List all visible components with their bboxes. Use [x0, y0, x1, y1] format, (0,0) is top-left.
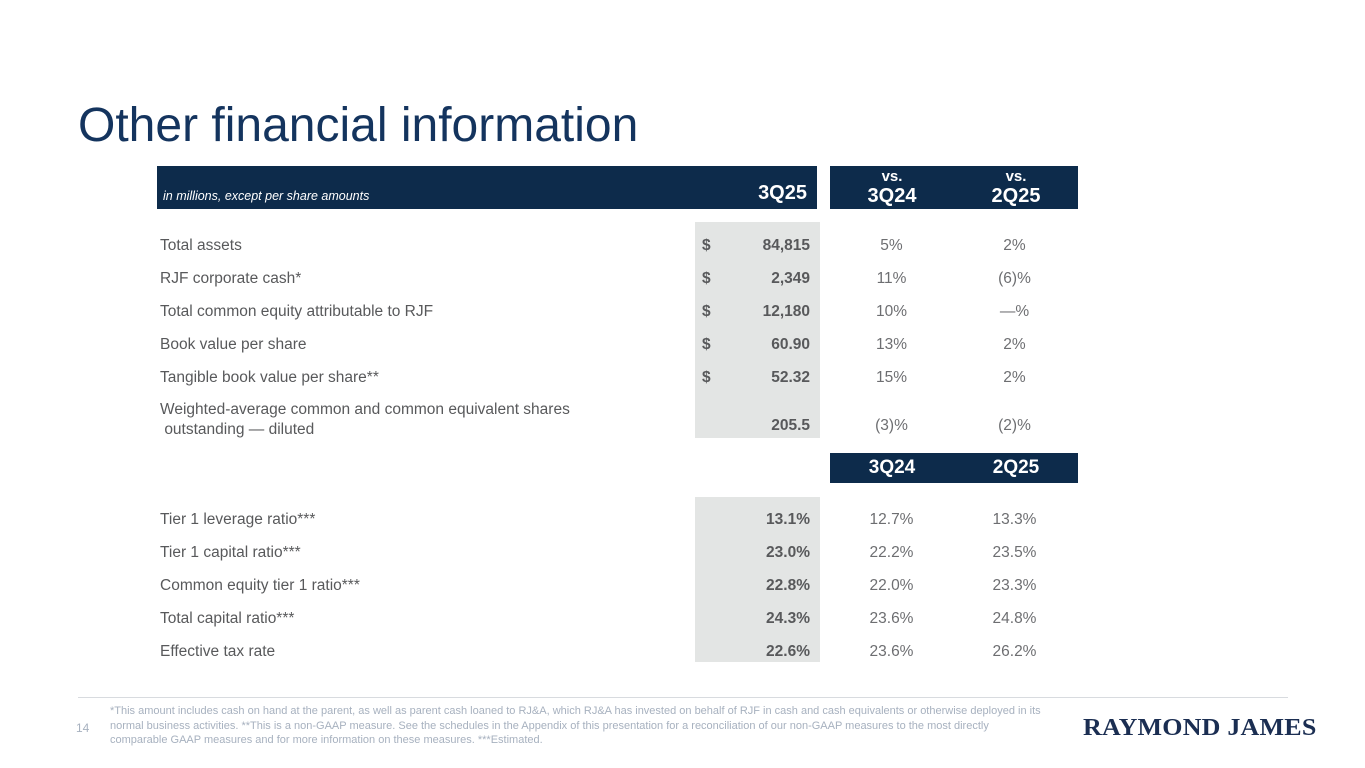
- row-value-3q25: $60.90: [702, 335, 810, 353]
- row-value-vs-2q25: 2%: [1003, 236, 1026, 254]
- page-number: 14: [76, 721, 90, 735]
- row-value-3q25: $2,349: [702, 269, 810, 287]
- row-value-3q25: 205.5: [771, 417, 810, 434]
- row-value-3q25: 13.1%: [766, 510, 810, 528]
- row-value-2q25: 23.5%: [992, 543, 1037, 561]
- page-title: Other financial information: [78, 99, 639, 153]
- row-value-vs-3q24: 15%: [875, 368, 908, 386]
- row-value-vs-3q24: 5%: [880, 236, 903, 254]
- vs-period-label: 2Q25: [991, 185, 1041, 207]
- ratio-header-bar: 3Q24 2Q25: [830, 453, 1078, 483]
- row-value-3q24: 12.7%: [869, 510, 914, 528]
- table-row: Tangible book value per share** $52.32 1…: [160, 361, 1076, 394]
- row-value-vs-2q25: 2%: [1003, 335, 1026, 353]
- table-header-bar: in millions, except per share amounts 3Q…: [157, 166, 817, 209]
- row-label: Tangible book value per share**: [160, 368, 379, 386]
- row-label: Tier 1 capital ratio***: [160, 543, 301, 561]
- row-value-vs-2q25: —%: [999, 302, 1030, 320]
- vs-label: vs.: [1005, 168, 1027, 185]
- row-value-vs-3q24: 13%: [875, 335, 908, 353]
- row-value-3q25: $12,180: [702, 302, 810, 320]
- table-row: Common equity tier 1 ratio*** 22.8% 22.0…: [160, 569, 1076, 602]
- currency-symbol: $: [702, 335, 711, 353]
- row-value-3q24: 22.0%: [869, 576, 914, 594]
- row-value-vs-2q25: 2%: [1003, 368, 1026, 386]
- row-label: Effective tax rate: [160, 642, 276, 660]
- row-value-2q25: 24.8%: [992, 609, 1037, 627]
- row-value-3q25: $84,815: [702, 236, 810, 254]
- vs-label: vs.: [881, 168, 903, 185]
- table-row: Total capital ratio*** 24.3% 23.6% 24.8%: [160, 602, 1076, 635]
- row-label: RJF corporate cash*: [160, 269, 302, 287]
- highlight-column-3q25-upper: [695, 222, 820, 438]
- row-value-vs-2q25: (2)%: [998, 417, 1031, 434]
- column-header-3q25: 3Q25: [758, 182, 807, 204]
- table-row: RJF corporate cash* $2,349 11% (6)%: [160, 262, 1076, 295]
- column-header-3q24: 3Q24: [868, 457, 916, 478]
- row-value-3q25: 24.3%: [766, 609, 810, 627]
- row-label: Common equity tier 1 ratio***: [160, 576, 360, 594]
- row-value-3q25: $52.32: [702, 368, 810, 386]
- row-value-3q24: 23.6%: [869, 609, 914, 627]
- row-value-2q25: 26.2%: [992, 642, 1037, 660]
- row-value-vs-3q24: (3)%: [875, 417, 908, 434]
- row-value-vs-3q24: 10%: [875, 302, 908, 320]
- row-label: Weighted-average common and common equiv…: [160, 401, 570, 438]
- footnote-text: *This amount includes cash on hand at th…: [110, 705, 1041, 747]
- row-value-3q24: 22.2%: [869, 543, 914, 561]
- column-header-vs-3q24: vs. 3Q24: [830, 166, 954, 209]
- table-row: Book value per share $60.90 13% 2%: [160, 328, 1076, 361]
- currency-symbol: $: [702, 368, 711, 386]
- table-row: Weighted-average common and common equiv…: [160, 394, 1076, 440]
- row-value-3q25: 22.8%: [766, 576, 810, 594]
- row-label: Total assets: [160, 236, 242, 254]
- units-note: in millions, except per share amounts: [163, 189, 370, 203]
- currency-symbol: $: [702, 236, 711, 254]
- currency-symbol: $: [702, 302, 711, 320]
- row-value-vs-3q24: 11%: [876, 269, 907, 287]
- table-row: Effective tax rate 22.6% 23.6% 26.2%: [160, 635, 1076, 668]
- row-label: Tier 1 leverage ratio***: [160, 510, 316, 528]
- row-value-vs-2q25: (6)%: [998, 269, 1031, 287]
- table-row: Total common equity attributable to RJF …: [160, 295, 1076, 328]
- row-value-3q25: 23.0%: [766, 543, 810, 561]
- row-label: Total common equity attributable to RJF: [160, 302, 434, 320]
- row-value-3q24: 23.6%: [869, 642, 914, 660]
- currency-symbol: $: [702, 269, 711, 287]
- row-value-2q25: 13.3%: [992, 510, 1037, 528]
- row-label: Total capital ratio***: [160, 609, 295, 627]
- highlight-column-3q25-lower: [695, 497, 820, 662]
- row-label: Book value per share: [160, 335, 307, 353]
- row-value-2q25: 23.3%: [992, 576, 1037, 594]
- column-header-2q25: 2Q25: [992, 457, 1040, 478]
- raymond-james-logo: RAYMOND JAMES: [1083, 714, 1317, 741]
- row-value-3q25: 22.6%: [766, 642, 810, 660]
- vs-period-label: 3Q24: [867, 185, 917, 207]
- footer-divider: [78, 697, 1288, 698]
- table-row: Tier 1 capital ratio*** 23.0% 22.2% 23.5…: [160, 536, 1076, 569]
- comparison-header-bar: vs. 3Q24 vs. 2Q25: [830, 166, 1078, 209]
- table-row: Tier 1 leverage ratio*** 13.1% 12.7% 13.…: [160, 503, 1076, 536]
- column-header-vs-2q25: vs. 2Q25: [954, 166, 1078, 209]
- table-row: Total assets $84,815 5% 2%: [160, 229, 1076, 262]
